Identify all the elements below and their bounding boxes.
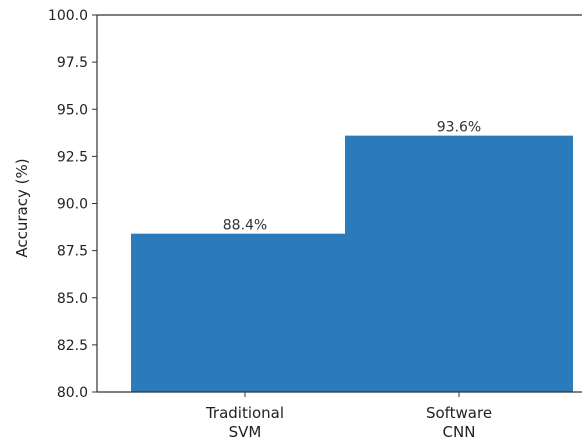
bars [131, 135, 573, 392]
y-tick-label: 92.5 [57, 149, 88, 165]
bar-value-label: 93.6% [437, 120, 481, 136]
y-tick-label: 90.0 [57, 197, 88, 213]
y-tick-label: 97.5 [57, 55, 88, 71]
y-tick-label: 87.5 [57, 244, 88, 260]
y-tick-label: 80.0 [57, 385, 88, 401]
y-axis-ticks: 80.0 82.5 85.0 87.5 90.0 92.5 95.0 97.5 100.0 [48, 8, 97, 401]
y-axis-title: Accuracy (%) [13, 158, 31, 257]
data-labels: 88.4% 93.6% [223, 120, 481, 234]
x-tick-label-line1: Software [426, 404, 492, 422]
y-tick-label: 95.0 [57, 102, 88, 118]
y-tick-label: 85.0 [57, 291, 88, 307]
bar [131, 233, 359, 392]
bar [345, 135, 573, 392]
x-tick-label-line2: SVM [229, 423, 262, 441]
x-tick-label-line1: Traditional [205, 404, 284, 422]
y-tick-label: 100.0 [48, 8, 88, 24]
y-tick-label: 82.5 [57, 338, 88, 354]
x-tick-label-line2: CNN [443, 423, 476, 441]
bar-value-label: 88.4% [223, 218, 267, 234]
